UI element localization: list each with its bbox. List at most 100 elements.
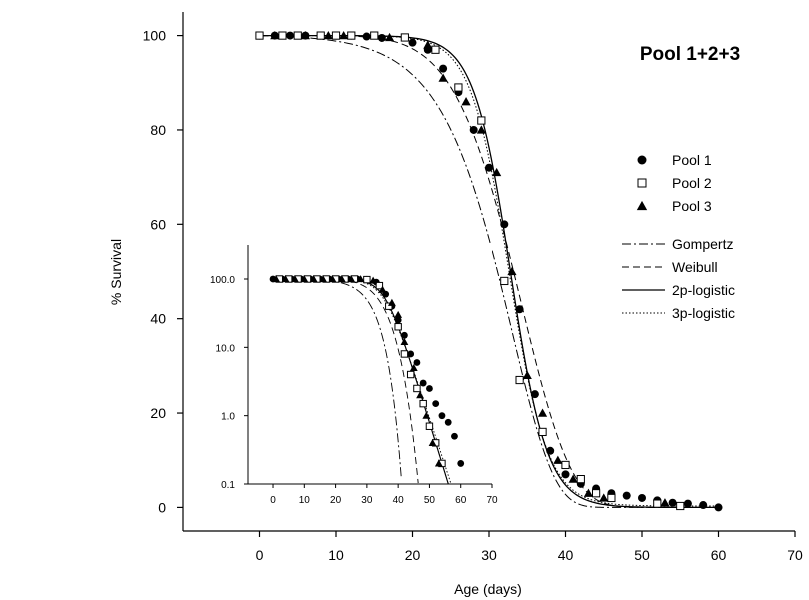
pool-1-point bbox=[546, 446, 555, 455]
inset-pool-2-point bbox=[394, 323, 402, 331]
pool-2-point bbox=[370, 31, 379, 40]
pool-1-point bbox=[286, 31, 295, 40]
inset-pool-3-point bbox=[434, 459, 443, 467]
pool-3-point bbox=[507, 266, 517, 276]
inset-pool-1-point bbox=[419, 379, 427, 387]
pool-3-point bbox=[583, 488, 594, 497]
pool-2-point bbox=[576, 475, 585, 484]
pool-3-point bbox=[553, 455, 563, 464]
legend-label-2p-logistic: 2p-logistic bbox=[672, 282, 735, 298]
pool-3-point bbox=[492, 167, 502, 177]
pool-1-point bbox=[638, 493, 646, 502]
pool-1-point bbox=[362, 32, 371, 41]
y-tick-label: 80 bbox=[150, 122, 166, 138]
legend-marker-pool-3 bbox=[636, 200, 648, 211]
legend-label-pool-2: Pool 2 bbox=[672, 175, 712, 191]
fit-curve-3p-logistic bbox=[259, 35, 719, 507]
inset-pool-3-point bbox=[309, 275, 318, 283]
legend-label-weibull: Weibull bbox=[672, 259, 718, 275]
y-axis-title: % Survival bbox=[108, 239, 124, 305]
inset-x-tick-label: 10 bbox=[299, 495, 311, 506]
pool-2-point bbox=[477, 116, 486, 125]
inset-pool-1-point bbox=[407, 350, 415, 358]
pool-1-point bbox=[515, 305, 524, 314]
inset-pool-3-point bbox=[272, 275, 281, 283]
pool-1-point bbox=[530, 390, 539, 399]
pool-3-point bbox=[568, 474, 578, 483]
inset-pool-3-point bbox=[281, 275, 290, 283]
legend-label-pool-3: Pool 3 bbox=[672, 198, 712, 214]
pool-2-point bbox=[561, 460, 570, 470]
pool-2-point bbox=[538, 427, 547, 437]
legend-label-3p-logistic: 3p-logistic bbox=[672, 305, 735, 321]
inset-x-tick-label: 50 bbox=[424, 495, 436, 506]
inset-x-tick-label: 20 bbox=[330, 495, 342, 506]
pool-3-point bbox=[660, 498, 670, 507]
inset-pool-3-point bbox=[319, 275, 327, 283]
pool-3-point bbox=[461, 97, 471, 106]
inset-pool-1-point bbox=[401, 331, 408, 339]
pool-1-point bbox=[668, 498, 677, 507]
x-tick-label: 30 bbox=[481, 547, 497, 563]
pool-3-point bbox=[384, 32, 395, 42]
pool-2-point bbox=[592, 489, 601, 498]
y-tick-label: 60 bbox=[150, 216, 166, 232]
inset-pool-1-point bbox=[394, 316, 402, 324]
pool-2-point bbox=[331, 31, 341, 40]
pool-3-point bbox=[599, 493, 609, 502]
inset-pool-2-point bbox=[375, 281, 384, 290]
x-tick-label: 60 bbox=[711, 547, 727, 563]
pool-1-point bbox=[485, 163, 493, 172]
inset-y-tick-label: 10.0 bbox=[216, 343, 236, 354]
pool-2-point bbox=[400, 33, 409, 42]
inset-y-tick-label: 1.0 bbox=[221, 412, 235, 423]
x-tick-label: 70 bbox=[787, 547, 803, 563]
inset-pool-1-point bbox=[438, 412, 446, 420]
y-tick-label: 0 bbox=[158, 499, 166, 515]
inset-pool-3-point bbox=[428, 438, 437, 446]
y-tick-label: 40 bbox=[150, 311, 166, 327]
inset-pool-2-point bbox=[400, 350, 409, 358]
inset-pool-3-point bbox=[328, 275, 337, 283]
pool-1-point bbox=[561, 470, 570, 479]
pool-2-point bbox=[278, 31, 287, 40]
pool-3-point bbox=[300, 30, 310, 40]
inset-pool-2-point bbox=[419, 399, 427, 408]
pool-2-point bbox=[316, 31, 325, 40]
pool-1-point bbox=[714, 503, 723, 512]
inset-pool-3-point bbox=[422, 411, 431, 419]
pool-1-point bbox=[439, 64, 448, 73]
pool-3-point bbox=[323, 30, 333, 40]
pool-2-point bbox=[653, 499, 662, 508]
inset-pool-3-point bbox=[400, 338, 409, 346]
pool-2-point bbox=[676, 501, 685, 511]
inset-pool-2-point bbox=[413, 384, 421, 393]
inset-x-tick-label: 0 bbox=[270, 495, 276, 506]
legend-marker-pool-1 bbox=[637, 155, 647, 165]
pool-2-point bbox=[255, 31, 264, 40]
chart-title: Pool 1+2+3 bbox=[640, 44, 740, 65]
x-tick-label: 0 bbox=[256, 547, 264, 563]
legend: Pool 1 Pool 2 Pool 3 Gompertz Weibull 2p-logi… bbox=[622, 152, 735, 321]
pool-2-point bbox=[347, 31, 356, 40]
inset-pool-3-point bbox=[347, 275, 356, 283]
inset-pool-2-point bbox=[425, 422, 434, 430]
pool-1-point bbox=[683, 499, 692, 508]
inset-pool-1-point bbox=[457, 460, 465, 467]
inset-pool-3-point bbox=[369, 276, 378, 284]
legend-label-pool-1: Pool 1 bbox=[672, 152, 712, 168]
pool-2-point bbox=[431, 45, 440, 54]
inset-x-tick-label: 30 bbox=[361, 495, 373, 506]
pool-2-point bbox=[607, 493, 616, 503]
inset-pool-3-point bbox=[387, 298, 396, 306]
x-tick-label: 20 bbox=[405, 547, 421, 563]
pool-1-point bbox=[500, 220, 509, 229]
inset-pool-3-point bbox=[378, 285, 387, 293]
inset-pool-3-point bbox=[337, 275, 346, 283]
inset-pool-2-point bbox=[385, 302, 393, 310]
pool-1-point bbox=[699, 501, 708, 510]
x-tick-label: 10 bbox=[328, 547, 344, 563]
inset-pool-1-point bbox=[432, 400, 440, 408]
